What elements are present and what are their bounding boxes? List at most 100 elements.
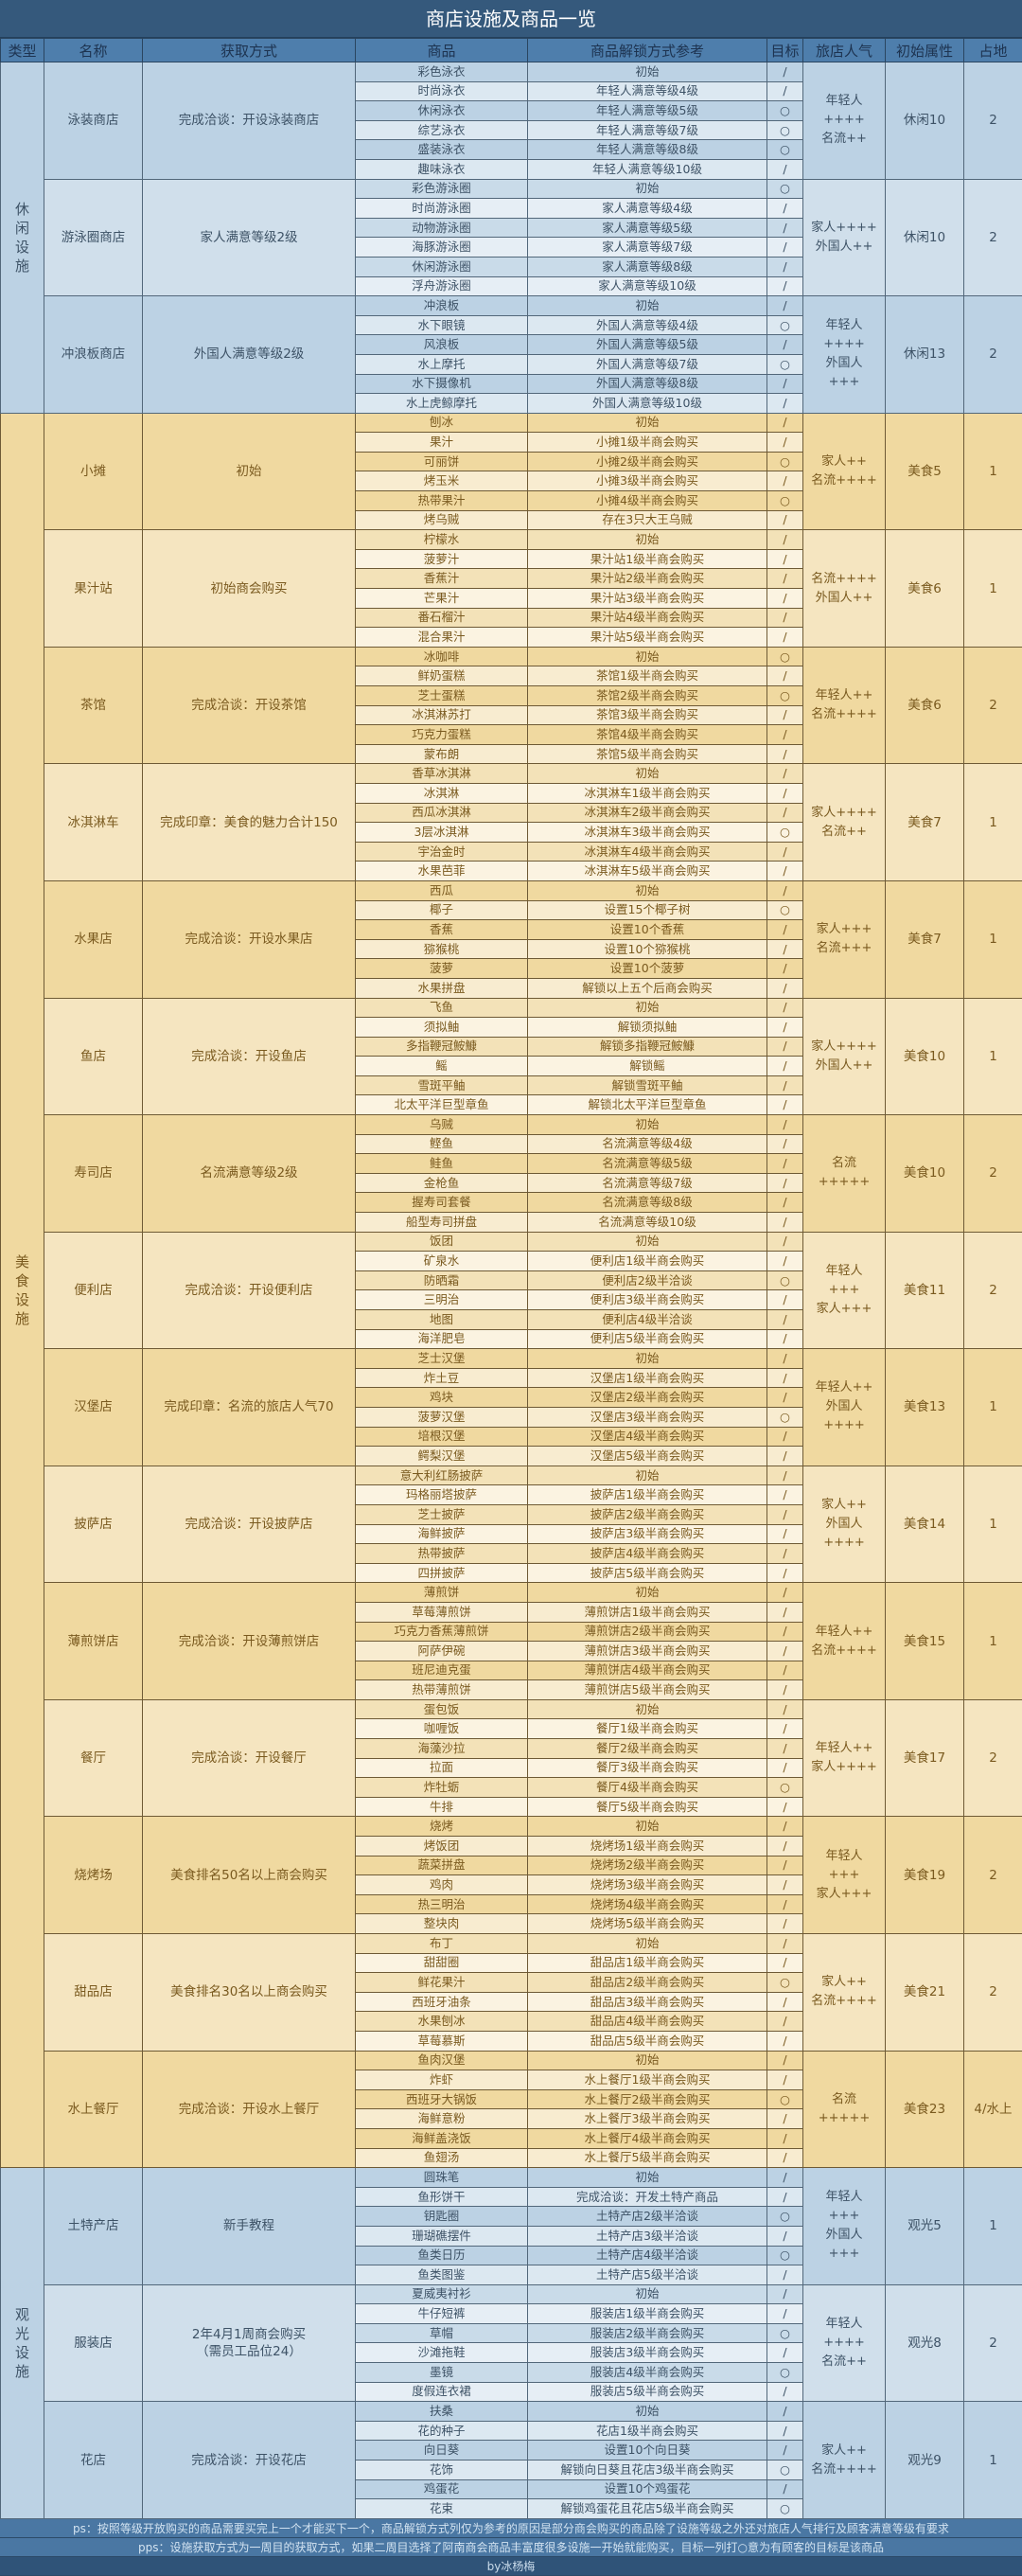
product-name: 水下眼镜 <box>356 315 528 335</box>
product-name: 冲浪板 <box>356 296 528 316</box>
shop-popularity: 家人++++ 名流++ <box>803 764 886 881</box>
product-target-mark: / <box>767 1075 803 1095</box>
product-target-mark: / <box>767 569 803 589</box>
product-target-mark: / <box>767 1992 803 2012</box>
shop-popularity: 年轻人++ 名流++++ <box>803 647 886 764</box>
product-target-mark: / <box>767 296 803 316</box>
product-target-mark: / <box>767 2168 803 2188</box>
shop-attribute: 观光8 <box>886 2284 964 2402</box>
product-unlock-method: 汉堡店4级半商会购买 <box>528 1427 767 1447</box>
product-name: 鱼肉汉堡 <box>356 2051 528 2070</box>
product-name: 时尚游泳圈 <box>356 199 528 219</box>
product-target-mark: / <box>767 608 803 628</box>
product-target-mark: / <box>767 2441 803 2461</box>
product-name: 鲜奶蛋糕 <box>356 666 528 686</box>
product-unlock-method: 冰淇淋车2级半商会购买 <box>528 803 767 823</box>
product-target-mark: / <box>767 510 803 530</box>
product-target-mark: / <box>767 1856 803 1875</box>
section-type: 美 食 设 施 <box>1 413 44 2167</box>
product-target-mark: / <box>767 276 803 296</box>
shop-acquire-method: 完成洽谈：开设茶馆 <box>143 647 356 764</box>
product-unlock-method: 解锁雪斑平鲉 <box>528 1075 767 1095</box>
product-name: 刨冰 <box>356 413 528 433</box>
product-target-mark: / <box>767 2187 803 2207</box>
product-unlock-method: 初始 <box>528 998 767 1018</box>
shop-popularity: 名流 +++++ <box>803 1115 886 1233</box>
product-unlock-method: 冰淇淋车3级半商会购买 <box>528 823 767 843</box>
shop-attribute: 休闲10 <box>886 62 964 180</box>
shop-attribute: 美食17 <box>886 1699 964 1817</box>
product-unlock-method: 初始 <box>528 1466 767 1485</box>
product-target-mark: ○ <box>767 647 803 666</box>
shop-acquire-method: 完成洽谈：开设餐厅 <box>143 1699 356 1817</box>
product-name: 船型寿司拼盘 <box>356 1213 528 1233</box>
product-target-mark: ○ <box>767 1270 803 1290</box>
shop-name: 花店 <box>44 2402 143 2519</box>
shop-name: 汉堡店 <box>44 1349 143 1466</box>
product-target-mark: / <box>767 1427 803 1447</box>
product-unlock-method: 水上餐厅2级半商会购买 <box>528 2089 767 2109</box>
product-unlock-method: 初始 <box>528 2168 767 2188</box>
shop-popularity: 年轻人 +++ 家人+++ <box>803 1817 886 1934</box>
header-target: 目标 <box>767 39 803 62</box>
product-target-mark: / <box>767 2148 803 2168</box>
shop-attribute: 美食10 <box>886 998 964 1115</box>
product-unlock-method: 解锁以上五个后商会购买 <box>528 978 767 998</box>
product-name: 扶桑 <box>356 2402 528 2422</box>
product-target-mark: / <box>767 2479 803 2499</box>
product-name: 蛋包饭 <box>356 1699 528 1719</box>
product-name: 水果拼盘 <box>356 978 528 998</box>
shop-name: 土特产店 <box>44 2168 143 2285</box>
product-name: 烤乌贼 <box>356 510 528 530</box>
shop-acquire-method: 家人满意等级2级 <box>143 179 356 296</box>
product-target-mark: / <box>767 1388 803 1408</box>
product-name: 烤饭团 <box>356 1837 528 1856</box>
product-target-mark: ○ <box>767 2461 803 2480</box>
product-unlock-method: 初始 <box>528 1115 767 1135</box>
shop-attribute: 观光9 <box>886 2402 964 2519</box>
product-target-mark: / <box>767 2265 803 2285</box>
product-target-mark: / <box>767 335 803 355</box>
product-target-mark: / <box>767 62 803 82</box>
product-unlock-method: 服装店1级半商会购买 <box>528 2304 767 2324</box>
product-target-mark: / <box>767 1290 803 1310</box>
product-unlock-method: 土特产店5级半洽谈 <box>528 2265 767 2285</box>
header-space: 占地 <box>964 39 1022 62</box>
product-unlock-method: 家人满意等级4级 <box>528 199 767 219</box>
product-unlock-method: 服装店4级半商会购买 <box>528 2363 767 2383</box>
product-unlock-method: 餐厅1级半商会购买 <box>528 1719 767 1739</box>
product-name: 度假连衣裙 <box>356 2382 528 2402</box>
product-unlock-method: 完成洽谈：开发土特产商品 <box>528 2187 767 2207</box>
product-target-mark: / <box>767 1622 803 1642</box>
product-target-mark: / <box>767 1368 803 1388</box>
product-name: 鲑鱼 <box>356 1154 528 1174</box>
shop-name: 水果店 <box>44 880 143 998</box>
product-name: 向日葵 <box>356 2441 528 2461</box>
product-unlock-method: 餐厅3级半商会购买 <box>528 1758 767 1778</box>
shop-popularity: 家人+++ 名流+++ <box>803 880 886 998</box>
product-target-mark: ○ <box>767 2089 803 2109</box>
product-name: 水果刨冰 <box>356 2012 528 2032</box>
product-name: 西班牙大锅饭 <box>356 2089 528 2109</box>
product-unlock-method: 餐厅4级半商会购买 <box>528 1778 767 1798</box>
product-target-mark: / <box>767 589 803 609</box>
product-target-mark: / <box>767 1524 803 1544</box>
product-unlock-method: 冰淇淋车4级半商会购买 <box>528 842 767 862</box>
product-unlock-method: 初始 <box>528 2402 767 2422</box>
product-unlock-method: 小摊4级半商会购买 <box>528 491 767 511</box>
product-name: 飞鱼 <box>356 998 528 1018</box>
product-unlock-method: 烧烤场5级半商会购买 <box>528 1914 767 1934</box>
product-name: 香蕉汁 <box>356 569 528 589</box>
product-target-mark: / <box>767 862 803 881</box>
product-target-mark: / <box>767 1837 803 1856</box>
product-name: 冰咖啡 <box>356 647 528 666</box>
product-unlock-method: 初始 <box>528 62 767 82</box>
product-unlock-method: 名流满意等级10级 <box>528 1213 767 1233</box>
product-target-mark: / <box>767 628 803 648</box>
product-target-mark: / <box>767 374 803 394</box>
shop-attribute: 观光5 <box>886 2168 964 2285</box>
